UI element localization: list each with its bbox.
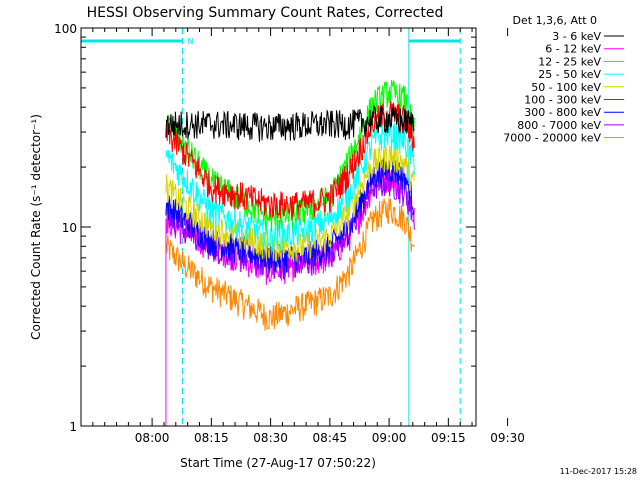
x-tick-label: 08:15 [194,431,229,445]
x-tick-label: 08:30 [253,431,288,445]
legend-label: 12 - 25 keV [538,55,601,68]
data-marks: N [80,28,461,426]
series-3-6-kev [165,105,415,143]
x-tick-label: 09:15 [431,431,466,445]
series-100-300-kev [165,100,415,221]
chart-title: HESSI Observing Summary Count Rates, Cor… [87,5,444,21]
legend-header: Det 1,3,6, Att 0 [513,14,597,27]
x-axis-label: Start Time (27-Aug-17 07:50:22) [180,456,376,470]
legend-label: 50 - 100 keV [531,81,601,94]
legend-label: 7000 - 20000 keV [503,132,601,145]
x-tick-label: 08:00 [135,431,170,445]
legend-label: 6 - 12 keV [545,43,601,56]
x-tick-label: 09:00 [372,431,407,445]
legend-label: 100 - 300 keV [524,94,601,107]
annotation-0: N [188,37,194,46]
legend-label: 3 - 6 keV [552,30,601,43]
y-tick-label: 1 [69,420,77,434]
series-50-100-kev [165,144,415,263]
y-tick-label: 100 [54,22,77,36]
legend-label: 800 - 7000 keV [517,119,601,132]
x-tick-label: 08:45 [313,431,348,445]
series-25-50-kev [165,119,415,252]
legend-label: 25 - 50 keV [538,68,601,81]
legend-label: 300 - 800 keV [524,106,601,119]
series-7000-20000-kev [165,198,415,331]
y-tick-label: 10 [62,221,77,235]
x-tick-label: 09:30 [490,431,525,445]
y-axis-label: Corrected Count Rate (s⁻¹ detector⁻¹) [29,114,43,340]
axes: 08:00 08:15 08:30 08:45 09:00 09:15 09:30 1 10 10… [54,22,525,445]
footer-timestamp: 11-Dec-2017 15:28 [560,467,637,476]
